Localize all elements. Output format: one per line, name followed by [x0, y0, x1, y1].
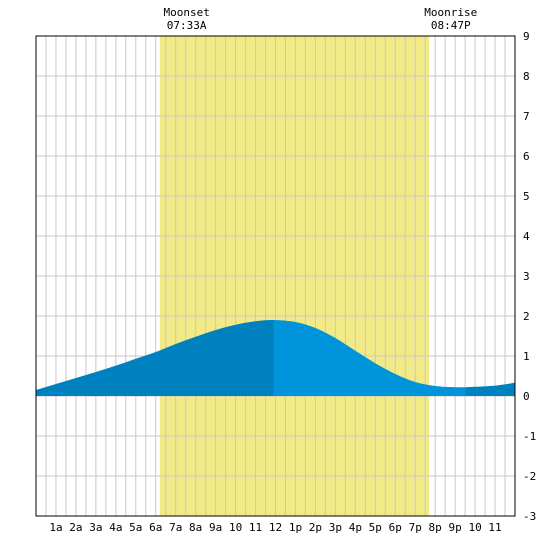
x-tick-label: 5p [369, 521, 382, 534]
x-tick-label: 6p [389, 521, 402, 534]
y-tick-label: -1 [523, 430, 536, 443]
x-tick-label: 8p [429, 521, 442, 534]
x-tick-label: 6a [149, 521, 162, 534]
grid-lines [36, 36, 515, 516]
event-time-label: 08:47P [431, 19, 471, 32]
x-tick-label: 2a [69, 521, 82, 534]
tide-rising-area [36, 319, 274, 396]
x-tick-label: 11 [488, 521, 501, 534]
y-tick-label: 4 [523, 230, 530, 243]
x-tick-label: 5a [129, 521, 142, 534]
x-tick-label: 1p [289, 521, 302, 534]
x-tick-label: 3p [329, 521, 342, 534]
x-tick-label: 4p [349, 521, 362, 534]
y-tick-label: 1 [523, 350, 530, 363]
y-tick-label: 8 [523, 70, 530, 83]
event-time-label: 07:33A [167, 19, 207, 32]
x-axis-labels: 1a 2a 3a 4a 5a 6a 7a 8a 9a 10 11 12 1p 2p 3p 4p 5p 6p 7p 8p… [49, 521, 501, 534]
x-tick-label: 7a [169, 521, 182, 534]
x-tick-label: 12 [269, 521, 282, 534]
tide-rising-area-2 [465, 382, 515, 396]
y-tick-label: 0 [523, 390, 530, 403]
y-tick-label: 5 [523, 190, 530, 203]
x-tick-label: 4a [109, 521, 122, 534]
event-name-label: Moonset [164, 6, 210, 19]
x-tick-label: 9p [449, 521, 462, 534]
y-tick-label: -2 [523, 470, 536, 483]
y-tick-label: 7 [523, 110, 530, 123]
y-axis-labels: -3 -2 -1 0 1 2 3 4 5 6 7 8 9 [523, 30, 536, 523]
y-tick-label: 9 [523, 30, 530, 43]
event-name-label: Moonrise [424, 6, 477, 19]
x-tick-label: 10 [468, 521, 481, 534]
x-tick-label: 9a [209, 521, 222, 534]
x-tick-label: 7p [409, 521, 422, 534]
x-tick-label: 2p [309, 521, 322, 534]
y-tick-label: 2 [523, 310, 530, 323]
tide-area [36, 319, 515, 396]
x-tick-label: 8a [189, 521, 202, 534]
y-tick-label: 3 [523, 270, 530, 283]
y-tick-label: -3 [523, 510, 536, 523]
x-tick-label: 1a [49, 521, 62, 534]
x-tick-label: 10 [229, 521, 242, 534]
x-tick-label: 11 [249, 521, 262, 534]
y-tick-label: 6 [523, 150, 530, 163]
x-tick-label: 3a [89, 521, 102, 534]
tide-falling-area [273, 320, 466, 396]
plot-frame [35, 35, 516, 517]
